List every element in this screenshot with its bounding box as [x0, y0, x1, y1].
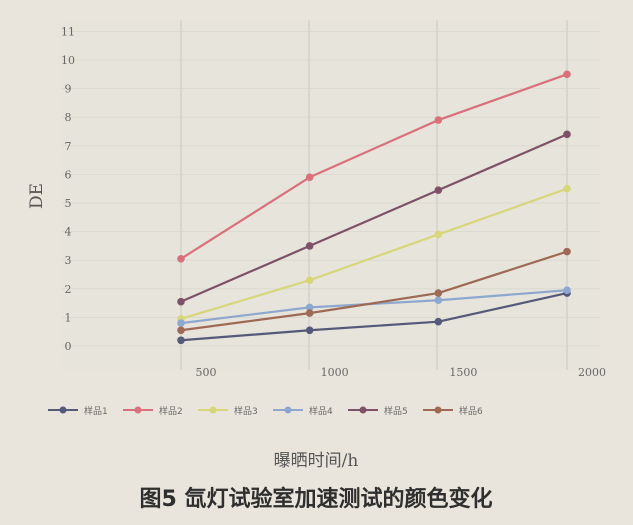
y-tick-label: 10: [61, 54, 75, 67]
data-point: [177, 336, 185, 345]
legend-marker: [359, 406, 367, 414]
y-tick-label: 11: [61, 25, 75, 38]
data-point: [563, 286, 571, 295]
series-line: [180, 250, 568, 332]
y-tick-label: 8: [65, 111, 72, 124]
data-point: [305, 326, 314, 335]
data-point: [434, 317, 443, 326]
x-tick-label: 500: [196, 366, 217, 379]
legend-label: 样品6: [459, 405, 483, 417]
plot-area: [60, 20, 600, 370]
data-point: [563, 184, 571, 193]
series-line: [180, 73, 568, 260]
y-tick-label: 5: [65, 197, 72, 210]
y-axis-label: DE: [27, 183, 47, 209]
legend-marker: [284, 406, 292, 414]
y-tick-label: 6: [65, 168, 72, 181]
y-tick-label: 4: [65, 226, 72, 239]
legend-label: 样品1: [84, 405, 108, 417]
x-axis-label: 曝晒时间/h: [274, 451, 359, 471]
legend-marker: [59, 406, 67, 414]
data-point: [563, 247, 571, 256]
x-tick-label: 1500: [449, 366, 477, 379]
data-point: [563, 130, 571, 139]
series-line: [180, 292, 568, 342]
y-tick-label: 9: [65, 83, 72, 96]
data-point: [177, 326, 185, 335]
data-point: [434, 116, 443, 124]
data-point: [434, 289, 443, 297]
data-point: [177, 254, 185, 263]
legend-label: 样品3: [234, 405, 258, 417]
x-tick-label: 2000: [578, 366, 606, 379]
data-point: [305, 276, 314, 285]
data-point: [305, 242, 314, 250]
data-point: [305, 173, 314, 182]
legend-label: 样品2: [159, 405, 183, 417]
y-tick-label: 3: [65, 254, 72, 267]
legend-marker: [434, 406, 442, 414]
legend-marker: [209, 406, 217, 414]
legend-label: 样品5: [384, 405, 408, 417]
data-point: [563, 70, 571, 79]
y-tick-label: 0: [65, 340, 72, 353]
y-tick-label: 7: [65, 140, 72, 153]
data-point: [434, 296, 443, 305]
data-point: [305, 309, 314, 317]
data-point: [434, 230, 443, 239]
x-tick-label: 1000: [321, 366, 349, 379]
legend-marker: [134, 406, 142, 414]
y-tick-label: 2: [65, 283, 72, 296]
legend-label: 样品4: [309, 405, 333, 417]
data-point: [434, 186, 443, 194]
series-line: [180, 133, 568, 303]
data-point: [177, 297, 185, 306]
data-point: [177, 319, 185, 327]
series-line: [180, 187, 568, 320]
data-point: [305, 303, 314, 312]
y-tick-label: 1: [65, 311, 72, 324]
figure-caption: 图5 氙灯试验室加速测试的颜色变化: [140, 486, 493, 512]
